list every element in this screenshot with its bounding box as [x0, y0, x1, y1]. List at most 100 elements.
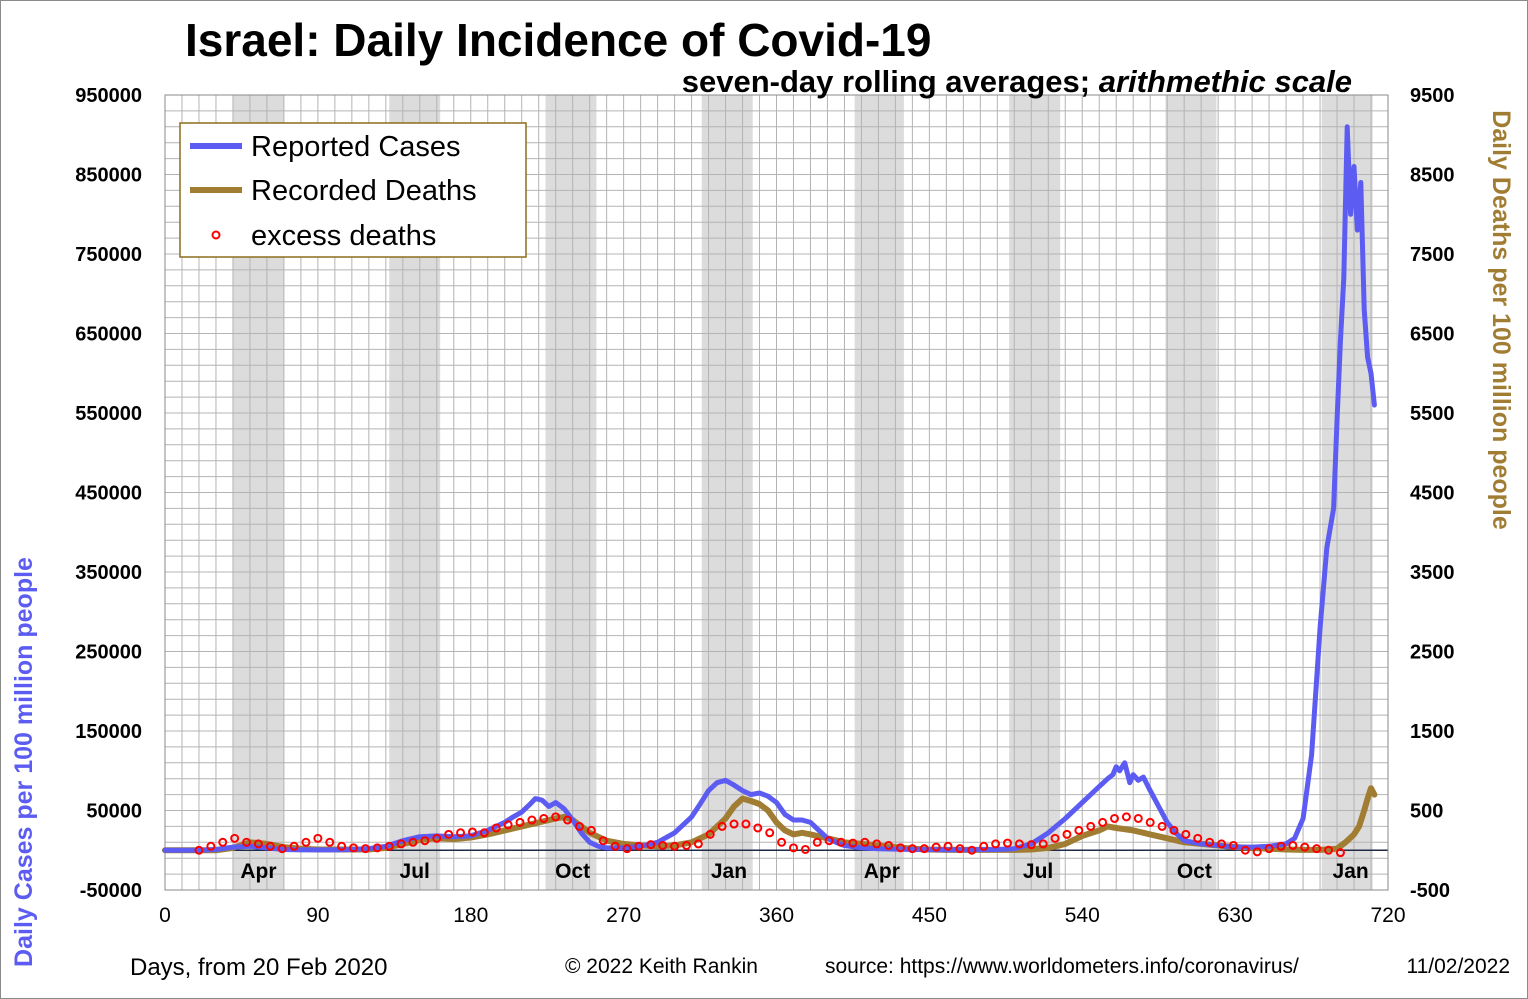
y-left-tick-label: 350000	[75, 562, 142, 584]
excess-death-point	[777, 837, 787, 847]
excess-death-point	[265, 841, 275, 851]
excess-death-point	[479, 828, 489, 838]
month-label: Apr	[864, 860, 900, 883]
excess-death-point	[1014, 839, 1024, 849]
month-label: Jul	[400, 860, 430, 883]
excess-death-point	[741, 819, 751, 829]
excess-death-point	[860, 837, 870, 847]
plot-frame	[164, 94, 1389, 891]
legend-label-deaths: Recorded Deaths	[251, 175, 477, 207]
excess-death-point	[313, 833, 323, 843]
excess-death-point	[1276, 841, 1286, 851]
excess-death-point	[586, 825, 596, 835]
legend-swatch-excess	[211, 230, 221, 240]
excess-death-point	[1074, 825, 1084, 835]
credit-text: © 2022 Keith Rankin	[565, 955, 758, 978]
excess-death-point	[1062, 829, 1072, 839]
excess-death-point	[1324, 845, 1334, 855]
excess-death-point	[515, 817, 525, 827]
month-label: Oct	[555, 860, 590, 883]
excess-death-point	[1038, 839, 1048, 849]
excess-death-point	[646, 840, 656, 850]
excess-death-point	[467, 827, 477, 837]
excess-death-point	[349, 843, 359, 853]
y-right-tick-label: 8500	[1410, 165, 1455, 187]
date-text: 11/02/2022	[1406, 955, 1510, 978]
excess-death-point	[444, 829, 454, 839]
x-tick-label: 450	[912, 904, 947, 927]
excess-death-point	[372, 843, 382, 853]
y-right-tick-label: 6500	[1410, 324, 1455, 346]
excess-death-point	[1288, 840, 1298, 850]
series-layer	[162, 124, 1378, 858]
x-tick-label: 540	[1065, 904, 1100, 927]
excess-death-point	[1133, 813, 1143, 823]
excess-death-point	[717, 821, 727, 831]
y-left-tick-label: 450000	[75, 483, 142, 505]
legend-label-cases: Reported Cases	[251, 131, 461, 163]
excess-death-point	[967, 845, 977, 855]
month-label: Jan	[1333, 860, 1369, 883]
excess-death-point	[384, 841, 394, 851]
y-right-tick-label: 5500	[1410, 403, 1455, 425]
excess-death-point	[574, 821, 584, 831]
axes: 0 90 180 270 360 450 540 630 720 -50000 50000 15000…	[75, 85, 1454, 927]
excess-death-point	[753, 823, 763, 833]
excess-death-point	[1217, 839, 1227, 849]
excess-death-point	[812, 837, 822, 847]
excess-death-point	[598, 836, 608, 846]
excess-death-point	[432, 833, 442, 843]
x-tick-label: 360	[759, 904, 794, 927]
y-left-tick-label: 950000	[75, 85, 142, 107]
excess-death-point	[1086, 821, 1096, 831]
excess-death-point	[551, 812, 561, 822]
y-axis-left-label: Daily Cases per 100 million people	[10, 557, 38, 967]
excess-death-point	[895, 843, 905, 853]
month-labels: Apr Jul Oct Jan Apr Jul Oct Jan	[240, 860, 1368, 883]
excess-death-point	[242, 837, 252, 847]
x-axis-label: Days, from 20 Feb 2020	[130, 954, 387, 981]
excess-death-point	[1205, 837, 1215, 847]
excess-death-point	[491, 823, 501, 833]
excess-death-point	[1240, 845, 1250, 855]
excess-death-point	[670, 841, 680, 851]
excess-death-point	[979, 841, 989, 851]
y-right-tick-label: 2500	[1410, 642, 1455, 664]
y-right-tick-label: 500	[1410, 801, 1443, 823]
x-tick-label: 270	[606, 904, 641, 927]
excess-death-point	[681, 840, 691, 850]
month-label: Oct	[1177, 860, 1212, 883]
excess-death-point	[289, 841, 299, 851]
excess-death-point	[1193, 833, 1203, 843]
y-left-tick-label: 150000	[75, 721, 142, 743]
excess-death-point	[539, 813, 549, 823]
excess-death-point	[1145, 817, 1155, 827]
y-left-tick-label: 550000	[75, 403, 142, 425]
excess-death-point	[301, 837, 311, 847]
excess-death-point	[705, 829, 715, 839]
y-left-tick-label: 50000	[86, 801, 142, 823]
month-label: Apr	[240, 860, 276, 883]
excess-death-point	[230, 833, 240, 843]
chart-subtitle: seven-day rolling averages; arithmethic …	[682, 64, 1352, 99]
source-text: source: https://www.worldometers.info/co…	[825, 955, 1299, 978]
y-right-tick-label: 3500	[1410, 562, 1455, 584]
excess-death-point	[218, 837, 228, 847]
excess-death-point	[658, 840, 668, 850]
excess-death-point	[919, 844, 929, 854]
excess-death-point	[1181, 829, 1191, 839]
excess-death-point	[884, 840, 894, 850]
excess-death-point	[194, 845, 204, 855]
excess-death-point	[955, 844, 965, 854]
excess-death-point	[325, 837, 335, 847]
excess-death-point	[206, 841, 216, 851]
excess-death-point	[991, 839, 1001, 849]
y-left-tick-label: -50000	[80, 880, 142, 902]
excess-death-point	[503, 820, 513, 830]
y-right-tick-label: 9500	[1410, 85, 1455, 107]
y-left-tick-label: 250000	[75, 642, 142, 664]
x-tick-label: 630	[1218, 904, 1253, 927]
excess-death-point	[788, 843, 798, 853]
